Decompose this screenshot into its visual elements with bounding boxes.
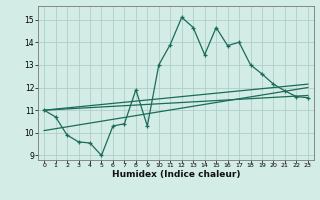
X-axis label: Humidex (Indice chaleur): Humidex (Indice chaleur) <box>112 170 240 179</box>
